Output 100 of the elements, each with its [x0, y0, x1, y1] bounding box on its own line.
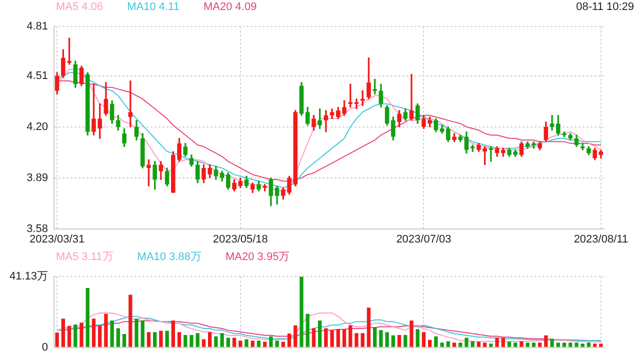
bar: [208, 332, 212, 347]
bar: [507, 342, 512, 347]
bar: [550, 338, 554, 347]
bar: [373, 327, 377, 347]
bar: [55, 332, 59, 347]
bar: [532, 342, 536, 347]
bar: [544, 335, 548, 347]
bar: [397, 335, 402, 347]
bar: [146, 332, 151, 347]
y-tick-label: 4.20: [26, 120, 48, 133]
bar: [177, 332, 182, 347]
bar: [422, 332, 426, 347]
bar: [104, 314, 108, 347]
bar: [483, 342, 487, 347]
bar: [300, 276, 304, 347]
bar: [74, 324, 78, 347]
bar: [556, 342, 560, 347]
bar: [214, 336, 218, 347]
bar: [586, 342, 591, 347]
bar: [599, 344, 603, 347]
bar: [287, 333, 292, 347]
candlestick: [409, 74, 414, 121]
bar: [226, 338, 230, 347]
bar: [360, 333, 364, 347]
bar: [324, 328, 328, 347]
y-tick-label: 4.51: [26, 70, 48, 82]
bar: [116, 328, 120, 347]
bar: [428, 340, 432, 347]
bar: [330, 330, 334, 347]
bar: [165, 330, 169, 347]
text: MA20 4.09: [203, 0, 257, 14]
bar: [574, 342, 578, 347]
bar: [67, 326, 72, 347]
y-tick-label: 3.58: [26, 222, 48, 235]
candlestick: [324, 110, 328, 132]
bar: [446, 341, 450, 347]
bar: [385, 332, 389, 347]
text: MA10 4.11: [127, 0, 180, 14]
y-tick-label: 3.89: [26, 172, 48, 184]
bar: [134, 318, 138, 347]
bar: [495, 338, 499, 347]
bar: [410, 320, 414, 347]
text: MA5 4.06: [56, 0, 104, 14]
bar: [538, 342, 542, 347]
bar: [238, 340, 242, 347]
bar: [281, 342, 285, 347]
bar: [61, 318, 65, 347]
x-tick-label: 2023/07/03: [396, 233, 452, 246]
x-tick-label: 2023/05/18: [212, 233, 268, 246]
bar: [514, 342, 518, 347]
bar: [440, 342, 444, 347]
bar: [464, 338, 468, 347]
bar: [275, 340, 279, 347]
bar: [171, 320, 175, 347]
bar: [92, 318, 96, 347]
x-tick-label: 2023/08/11: [574, 233, 628, 246]
candlestick: [354, 98, 359, 110]
bar: [98, 325, 102, 347]
bar: [128, 294, 132, 347]
bar: [593, 344, 597, 347]
y-tick-label: 0: [42, 341, 48, 354]
y-tick-label: 41.13万: [9, 270, 48, 283]
bar: [294, 325, 298, 347]
bar: [263, 342, 267, 347]
bar: [404, 335, 408, 347]
bar: [244, 339, 248, 347]
bar: [80, 322, 84, 347]
bar: [580, 344, 584, 347]
bar: [140, 320, 144, 347]
y-tick-label: 4.81: [26, 20, 48, 33]
bar: [354, 333, 358, 347]
bar: [366, 308, 371, 347]
text: 08-11 10:29: [576, 0, 634, 14]
bar: [86, 288, 90, 347]
bar: [452, 342, 456, 347]
bar: [520, 341, 524, 347]
bar: [470, 341, 474, 347]
bar: [184, 335, 188, 347]
candlestick: [488, 146, 494, 162]
bar: [159, 330, 163, 347]
bar: [202, 339, 206, 347]
bar: [269, 336, 273, 347]
bar: [232, 338, 236, 347]
bar: [196, 333, 200, 347]
bar: [220, 333, 224, 347]
bar: [256, 340, 261, 347]
bar: [122, 334, 126, 347]
bar: [110, 320, 114, 347]
bar: [250, 340, 254, 347]
bar: [526, 342, 530, 347]
bar: [562, 342, 566, 347]
text: MA5 3.11万: [56, 250, 114, 264]
bar: [568, 342, 572, 347]
bar: [416, 329, 420, 347]
bar: [434, 336, 438, 347]
x-tick-label: 2023/03/31: [30, 233, 85, 246]
bar: [391, 335, 395, 347]
bar: [489, 344, 493, 347]
bar: [306, 314, 310, 347]
bar: [318, 320, 322, 347]
